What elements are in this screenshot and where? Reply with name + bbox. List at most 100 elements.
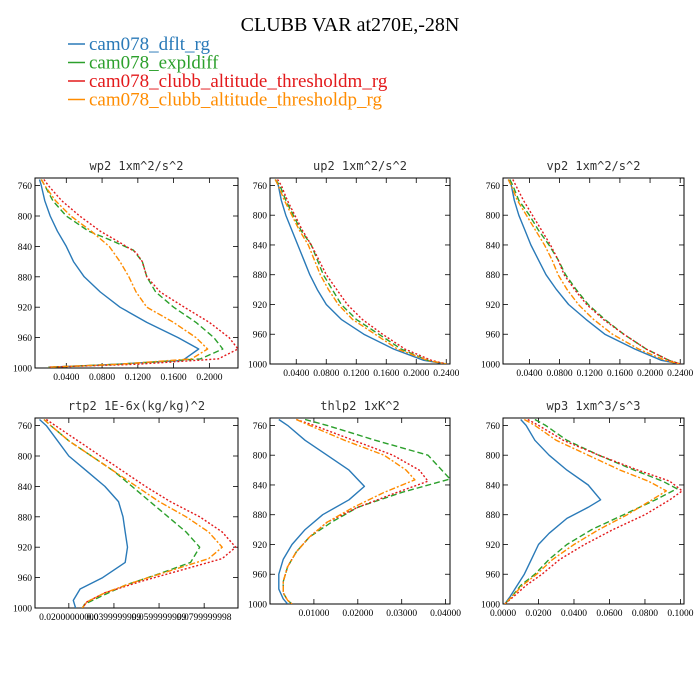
y-tick-label: 840	[253, 241, 268, 251]
y-tick-label: 960	[486, 571, 501, 581]
y-tick-label: 920	[253, 541, 268, 551]
series-lines	[38, 179, 238, 368]
panel-title: rtp2 1E-6x(kg/kg)^2	[68, 399, 205, 413]
panel-title: vp2 1xm^2/s^2	[547, 159, 641, 173]
x-tick-label: 0.2400	[667, 369, 693, 379]
series-cam078-clubb-altitude-thresholdp-rg	[40, 179, 209, 368]
series-cam078-dflt-rg	[38, 179, 200, 368]
x-tick-label: 0.02000	[342, 609, 373, 619]
x-tick-label: 0.0400	[561, 609, 587, 619]
y-tick-label: 760	[18, 182, 33, 192]
y-tick-label: 760	[253, 422, 268, 432]
y-tick-label: 840	[486, 241, 501, 251]
y-tick-label: 1000	[13, 365, 32, 375]
y-tick-label: 800	[18, 213, 33, 223]
y-tick-label: 800	[253, 212, 268, 222]
y-tick-label: 960	[486, 331, 501, 341]
y-tick-label: 960	[253, 571, 268, 581]
y-tick-label: 880	[18, 513, 33, 523]
x-tick-label: 0.1200	[577, 369, 603, 379]
y-tick-label: 920	[18, 544, 33, 554]
plot-frame	[269, 417, 451, 605]
x-tick-label: 0.0800	[547, 369, 573, 379]
y-tick-label: 880	[486, 511, 501, 521]
legend-label: cam078_dflt_rg	[89, 34, 211, 55]
panel-vp2: vp2 1xm^2/s^2 760 800 840 880 920 960 1000 0.040…	[481, 159, 694, 379]
series-cam078-clubb-altitude-thresholdm-rg	[504, 418, 683, 604]
y-tick-label: 920	[486, 541, 501, 551]
plot-frame	[34, 417, 239, 609]
panel-title: wp2 1xm^2/s^2	[90, 159, 184, 173]
x-tick-label: 0.1200	[125, 373, 151, 383]
series-lines	[504, 418, 683, 604]
series-cam078-dflt-rg	[39, 418, 129, 608]
x-tick-label: 0.0800	[313, 369, 339, 379]
y-tick-label: 1000	[481, 601, 500, 611]
y-tick-label: 840	[18, 483, 33, 493]
series-cam078-clubb-altitude-thresholdp-rg	[43, 418, 223, 608]
y-tick-label: 1000	[13, 605, 32, 615]
series-cam078-clubb-altitude-thresholdm-rg	[512, 179, 681, 364]
x-tick-label: 0.0400	[516, 369, 542, 379]
legend-label: cam078_expldiff	[89, 53, 219, 74]
series-cam078-clubb-altitude-thresholdp-rg	[282, 418, 416, 604]
x-tick-label: 0.0400	[53, 373, 79, 383]
series-cam078-dflt-rg	[274, 179, 447, 364]
x-tick-label: 0.0599999999	[132, 613, 187, 623]
y-tick-label: 760	[486, 182, 501, 192]
y-tick-label: 960	[18, 574, 33, 584]
y-tick-label: 800	[486, 212, 501, 222]
series-cam078-clubb-altitude-thresholdp-rg	[274, 179, 447, 364]
figure-title: CLUBB VAR at270E,-28N	[241, 14, 460, 36]
x-tick-label: 0.2000	[196, 373, 222, 383]
series-cam078-clubb-altitude-thresholdp-rg	[507, 179, 681, 364]
y-tick-label: 960	[18, 334, 33, 344]
plot-frame	[269, 177, 451, 365]
y-tick-label: 960	[253, 331, 268, 341]
x-tick-label: 0.2000	[637, 369, 663, 379]
panel-title: up2 1xm^2/s^2	[313, 159, 407, 173]
x-tick-label: 0.2400	[433, 369, 459, 379]
panel-rtp2: rtp2 1E-6x(kg/kg)^2 760 800 840 880 920 960 100…	[13, 399, 239, 623]
y-tick-label: 840	[18, 243, 33, 253]
y-tick-label: 1000	[248, 601, 267, 611]
y-tick-label: 800	[18, 453, 33, 463]
series-cam078-clubb-altitude-thresholdm-rg	[43, 179, 238, 368]
series-lines	[278, 418, 450, 604]
x-tick-label: 0.0800	[632, 609, 658, 619]
legend-label: cam078_clubb_altitude_thresholdm_rg	[89, 71, 388, 92]
y-tick-label: 760	[253, 182, 268, 192]
series-cam078-expldiff	[274, 179, 447, 364]
panel-wp3: wp3 1xm^3/s^3 760 800 840 880 920 960 10000.000…	[481, 399, 694, 619]
y-tick-label: 920	[253, 301, 268, 311]
series-lines	[39, 418, 237, 608]
series-lines	[507, 179, 681, 364]
y-tick-label: 920	[486, 301, 501, 311]
y-tick-label: 840	[253, 481, 268, 491]
series-cam078-expldiff	[509, 179, 681, 364]
x-tick-label: 0.1600	[161, 373, 187, 383]
x-tick-label: 0.0200	[525, 609, 551, 619]
y-tick-label: 920	[18, 304, 33, 314]
y-tick-label: 1000	[481, 361, 500, 371]
x-tick-label: 0.0800	[89, 373, 115, 383]
plot-frame	[502, 177, 685, 365]
y-tick-label: 880	[253, 511, 268, 521]
x-tick-label: 0.1000	[667, 609, 693, 619]
x-tick-label: 0.04000	[430, 609, 461, 619]
x-tick-label: 0.1200	[343, 369, 369, 379]
panel-title: thlp2 1xK^2	[320, 399, 399, 413]
plot-frame	[34, 177, 239, 369]
x-tick-label: 0.01000	[298, 609, 329, 619]
y-tick-label: 880	[253, 271, 268, 281]
panel-title: wp3 1xm^3/s^3	[547, 399, 641, 413]
series-cam078-expldiff	[282, 418, 450, 604]
x-tick-label: 0.1600	[607, 369, 633, 379]
legend: cam078_dflt_rgcam078_expldiffcam078_club…	[68, 34, 388, 111]
legend-entry-cam078-expldiff: cam078_expldiff	[68, 53, 219, 74]
x-tick-label: 0.0400	[283, 369, 309, 379]
series-lines	[274, 179, 447, 364]
plot-frame	[502, 417, 685, 605]
y-tick-label: 1000	[248, 361, 267, 371]
